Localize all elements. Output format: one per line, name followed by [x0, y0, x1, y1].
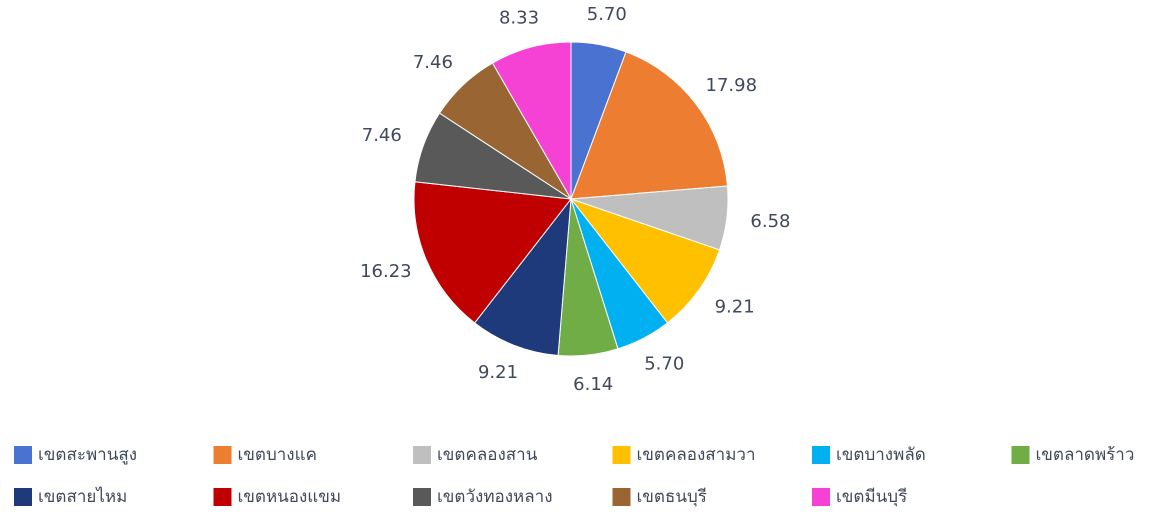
data-label: 8.33: [499, 7, 539, 28]
legend-label: เขตสะพานสูง: [38, 445, 137, 465]
legend-label: เขตลาดพร้าว: [1036, 445, 1135, 465]
pie-slice: [413, 181, 572, 324]
legend-swatch: [14, 446, 32, 464]
legend-swatch: [612, 446, 631, 464]
pie-slice: [569, 197, 721, 324]
pie-slice: [473, 197, 572, 357]
legend-swatch: [812, 488, 830, 506]
legend-swatch: [213, 446, 232, 464]
data-label: 6.14: [573, 374, 613, 395]
legend-label: เขตคลองสามวา: [637, 445, 756, 465]
legend-swatch: [213, 488, 232, 506]
data-label: 9.21: [715, 297, 755, 318]
legend-label: เขตบางพลัด: [836, 445, 926, 465]
legend-swatch: [14, 488, 32, 506]
data-label: 9.21: [478, 362, 518, 383]
legend-label: เขตธนบุรี: [637, 487, 707, 507]
data-label: 7.46: [362, 125, 402, 146]
pie-slice: [570, 51, 728, 200]
data-label: 5.70: [644, 354, 684, 375]
data-label: 7.46: [413, 52, 453, 73]
legend-swatch: [1011, 446, 1030, 464]
legend-swatch: [413, 446, 431, 464]
data-label: 17.98: [706, 75, 758, 96]
legend-swatch: [612, 488, 631, 506]
data-label: 5.70: [587, 4, 627, 25]
legend-label: เขตวังทองหลาง: [437, 487, 553, 507]
data-label: 6.58: [750, 211, 790, 232]
legend-label: เขตมีนบุรี: [836, 487, 907, 507]
legend-swatch: [812, 446, 830, 464]
legend-label: เขตคลองสาน: [437, 445, 538, 465]
legend-label: เขตบางแค: [238, 445, 317, 465]
pie-slice: [491, 41, 572, 201]
legend-swatch: [413, 488, 431, 506]
legend-label: เขตสายไหม: [38, 486, 127, 507]
legend-label: เขตหนองแขม: [238, 487, 342, 507]
data-label: 16.23: [360, 261, 412, 282]
